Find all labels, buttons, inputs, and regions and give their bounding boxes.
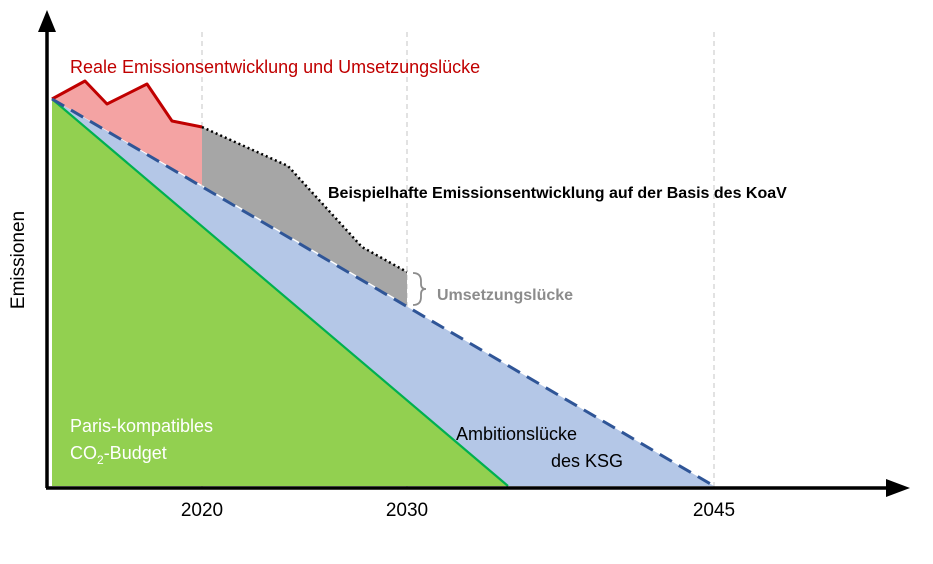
paris-budget-label-line2: CO2-Budget [70,443,167,467]
ambition-gap-label-line1: Ambitionslücke [456,424,577,444]
y-axis-arrow [38,10,56,32]
real-emissions-area [52,81,202,185]
implementation-gap-area [202,127,407,305]
paris-budget-line [51,98,509,487]
example-path-label: Beispielhafte Emissionsentwicklung auf d… [328,185,787,202]
x-axis-arrow [886,479,910,497]
y-axis-label: Emissionen [8,211,29,309]
paris-co-text: CO [70,443,97,463]
paris-subscript: 2 [97,453,104,467]
x-tick-2030: 2030 [386,500,428,521]
x-tick-2020: 2020 [181,500,223,521]
paris-budget-label-line1: Paris-kompatibles [70,416,213,436]
gap-brace [412,272,427,306]
implementation-gap-label: Umsetzungslücke [437,287,573,304]
paris-budget-text: -Budget [104,443,167,463]
real-emissions-label: Reale Emissionsentwicklung und Umsetzung… [70,57,480,77]
ksg-target-line [51,97,715,488]
ambition-gap-label-line2: des KSG [551,451,623,471]
x-tick-2045: 2045 [693,500,735,521]
real-emissions-line [51,79,203,129]
